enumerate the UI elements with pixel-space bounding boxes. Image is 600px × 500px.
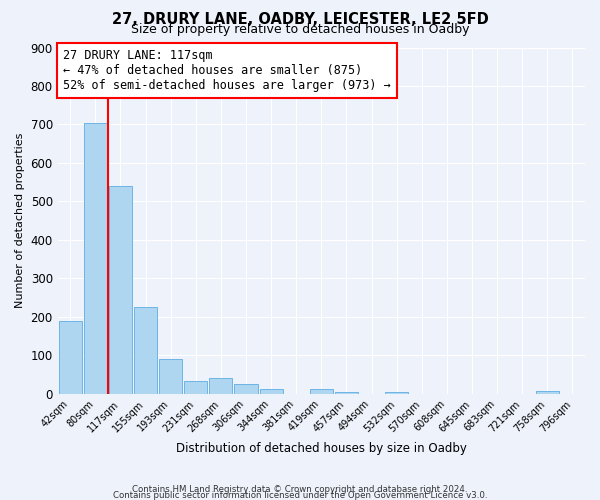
Bar (536, 391, 559, 394)
Y-axis label: Number of detached properties: Number of detached properties (15, 133, 25, 308)
Bar (59, 321, 82, 394)
Bar (235, 384, 257, 394)
Bar (335, 392, 358, 394)
Bar (184, 381, 208, 394)
Text: 27, DRURY LANE, OADBY, LEICESTER, LE2 5FD: 27, DRURY LANE, OADBY, LEICESTER, LE2 5F… (112, 12, 488, 28)
Bar (84, 122, 107, 394)
Bar (260, 389, 283, 394)
X-axis label: Distribution of detached houses by size in Oadby: Distribution of detached houses by size … (176, 442, 467, 455)
Bar (310, 389, 333, 394)
Bar (385, 392, 408, 394)
Text: Size of property relative to detached houses in Oadby: Size of property relative to detached ho… (131, 22, 469, 36)
Text: Contains public sector information licensed under the Open Government Licence v3: Contains public sector information licen… (113, 490, 487, 500)
Bar (159, 360, 182, 394)
Bar (134, 308, 157, 394)
Text: 27 DRURY LANE: 117sqm
← 47% of detached houses are smaller (875)
52% of semi-det: 27 DRURY LANE: 117sqm ← 47% of detached … (63, 49, 391, 92)
Text: Contains HM Land Registry data © Crown copyright and database right 2024.: Contains HM Land Registry data © Crown c… (132, 485, 468, 494)
Bar (109, 186, 132, 394)
Bar (209, 378, 232, 394)
